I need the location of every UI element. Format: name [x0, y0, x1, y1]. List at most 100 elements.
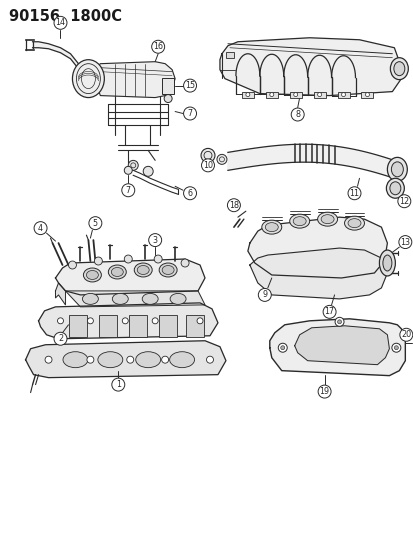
Text: 19: 19 — [319, 387, 329, 396]
Bar — [99, 315, 117, 337]
Text: 6: 6 — [187, 189, 192, 198]
Circle shape — [197, 318, 202, 324]
Polygon shape — [219, 38, 400, 95]
Circle shape — [394, 346, 397, 350]
Ellipse shape — [320, 215, 333, 224]
Ellipse shape — [112, 293, 128, 304]
Circle shape — [161, 356, 168, 363]
Bar — [265, 92, 277, 98]
Ellipse shape — [137, 265, 149, 274]
Ellipse shape — [389, 182, 400, 195]
Text: 1: 1 — [116, 380, 121, 389]
Ellipse shape — [162, 265, 174, 274]
Circle shape — [227, 199, 240, 212]
Circle shape — [54, 17, 67, 29]
Circle shape — [124, 255, 132, 263]
Circle shape — [280, 346, 284, 350]
Ellipse shape — [390, 162, 402, 177]
Circle shape — [347, 187, 360, 200]
Ellipse shape — [393, 62, 404, 76]
Circle shape — [391, 343, 400, 352]
Circle shape — [201, 159, 214, 172]
Circle shape — [154, 255, 162, 263]
Circle shape — [57, 318, 63, 324]
Bar — [69, 315, 87, 337]
Bar — [289, 92, 301, 98]
Polygon shape — [294, 326, 389, 365]
Polygon shape — [228, 144, 392, 177]
Circle shape — [151, 41, 164, 53]
Text: 5: 5 — [93, 219, 98, 228]
Bar — [162, 78, 174, 94]
Polygon shape — [65, 291, 204, 307]
Text: 90156  1800C: 90156 1800C — [9, 9, 121, 24]
Circle shape — [365, 93, 368, 96]
Circle shape — [122, 318, 128, 324]
Ellipse shape — [389, 58, 407, 79]
Circle shape — [317, 385, 330, 398]
Bar — [225, 52, 233, 58]
Ellipse shape — [63, 352, 88, 368]
Text: 7: 7 — [187, 109, 192, 118]
Text: 11: 11 — [349, 189, 358, 198]
Circle shape — [245, 93, 249, 96]
Ellipse shape — [289, 214, 309, 228]
Polygon shape — [249, 248, 387, 299]
Bar — [313, 92, 325, 98]
Polygon shape — [55, 259, 204, 295]
Ellipse shape — [86, 270, 98, 279]
Circle shape — [201, 148, 214, 163]
Ellipse shape — [344, 216, 363, 230]
Circle shape — [94, 257, 102, 265]
Ellipse shape — [387, 157, 406, 181]
Ellipse shape — [317, 212, 337, 226]
Text: 2: 2 — [58, 334, 63, 343]
Ellipse shape — [170, 293, 185, 304]
Ellipse shape — [265, 223, 278, 232]
Ellipse shape — [378, 250, 394, 276]
Circle shape — [54, 332, 67, 345]
Circle shape — [293, 93, 297, 96]
Polygon shape — [269, 319, 404, 376]
Circle shape — [128, 160, 138, 171]
Circle shape — [164, 94, 172, 102]
Circle shape — [152, 318, 158, 324]
Bar — [185, 315, 204, 337]
Circle shape — [121, 184, 134, 197]
Ellipse shape — [159, 263, 177, 277]
Circle shape — [290, 108, 304, 121]
Circle shape — [112, 378, 124, 391]
Circle shape — [269, 93, 273, 96]
Circle shape — [45, 356, 52, 363]
Circle shape — [216, 155, 226, 164]
Circle shape — [34, 222, 47, 235]
Circle shape — [87, 318, 93, 324]
Ellipse shape — [261, 220, 281, 234]
Circle shape — [87, 356, 94, 363]
Circle shape — [124, 166, 132, 174]
Ellipse shape — [97, 352, 123, 368]
Ellipse shape — [83, 268, 101, 282]
Circle shape — [183, 187, 196, 200]
Circle shape — [126, 356, 133, 363]
Bar — [361, 92, 373, 98]
Polygon shape — [95, 62, 175, 98]
Circle shape — [317, 93, 321, 96]
Text: 7: 7 — [126, 186, 131, 195]
Bar — [129, 315, 147, 337]
Text: 18: 18 — [228, 201, 238, 209]
Circle shape — [180, 259, 189, 267]
Circle shape — [399, 328, 412, 341]
Polygon shape — [247, 217, 387, 278]
Circle shape — [143, 166, 153, 176]
Text: 3: 3 — [152, 236, 157, 245]
Circle shape — [397, 195, 410, 208]
Circle shape — [183, 79, 196, 92]
Circle shape — [148, 233, 161, 247]
Circle shape — [341, 93, 345, 96]
Circle shape — [337, 320, 341, 324]
Polygon shape — [26, 341, 225, 377]
Text: 16: 16 — [153, 42, 163, 51]
Text: 4: 4 — [38, 224, 43, 232]
Text: 14: 14 — [55, 18, 65, 27]
